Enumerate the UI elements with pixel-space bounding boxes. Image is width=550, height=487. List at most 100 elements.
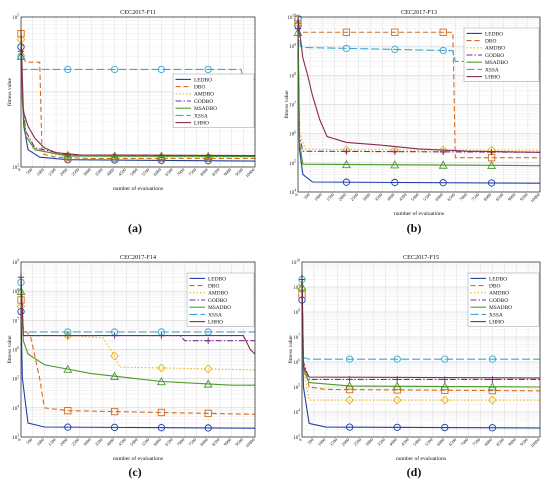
series-xssa-marker	[439, 46, 447, 55]
series-godbo-marker	[205, 337, 212, 344]
chart-panel-1: 0 500 1000 1500 2000 2500 3000 3500 4000 4500 5000…	[6, 9, 256, 192]
series-amdbo-marker	[345, 395, 355, 405]
series-godbo-marker	[391, 148, 398, 155]
x-tick-label: 4500	[400, 437, 410, 447]
series-msadbo-line	[20, 291, 255, 386]
series-godbo-marker	[343, 148, 350, 155]
y-tick-label: 106	[293, 359, 300, 366]
x-tick-label: 9000	[223, 437, 233, 447]
y-tick-label: 107	[12, 317, 19, 324]
y-tick-label: 104	[293, 409, 300, 416]
chart-title: CEC2017-F14	[120, 254, 156, 261]
y-axis-label: fitness value	[283, 90, 290, 119]
series-ledbo-marker	[342, 178, 351, 186]
series-msadbo-marker	[390, 160, 400, 169]
x-tick-label: 6000	[152, 437, 162, 447]
series-xssa-marker	[157, 65, 166, 74]
series-amdbo-marker	[156, 363, 166, 373]
series-msadbo-marker	[438, 160, 448, 169]
legend-item-msadbo: MSADBO	[489, 305, 512, 311]
series-ledbo-marker	[64, 423, 72, 431]
x-tick-label: 7000	[176, 167, 186, 177]
series-amdbo-line	[301, 289, 540, 401]
x-tick-label: 2000	[337, 192, 347, 202]
series-msadbo-marker	[156, 376, 166, 386]
x-tick-label: 5500	[141, 167, 151, 177]
legend-item-xssa: XSSA	[194, 113, 208, 119]
x-tick-label: 4000	[106, 437, 116, 447]
series-msadbo-marker	[156, 151, 166, 160]
series-dbo-line	[20, 299, 256, 415]
y-tick-label: 103	[12, 164, 19, 171]
chart-title: CEC2017-F11	[120, 9, 156, 16]
series-msadbo-marker	[440, 381, 450, 391]
series-dbo-marker	[391, 28, 399, 36]
series-xssa-marker	[441, 355, 449, 363]
x-tick-label: 4000	[388, 437, 398, 447]
x-tick-label: 6500	[446, 192, 456, 202]
series-xssa-marker	[342, 44, 351, 53]
series-lhho-line	[301, 275, 541, 379]
series-xssa-marker	[110, 65, 119, 74]
legend-box	[463, 27, 540, 82]
series-ledbo-marker	[391, 178, 399, 187]
x-tick-label: 9000	[507, 437, 517, 447]
legend-item-lhho: LHHO	[489, 320, 504, 326]
x-tick-label: 8500	[495, 437, 505, 447]
legend-item-msadbo: MSADBO	[194, 106, 217, 112]
panel-label: (d)	[407, 465, 422, 479]
series-group	[16, 274, 256, 432]
series-msadbo-marker	[392, 381, 402, 390]
x-tick-label: 2500	[349, 192, 359, 202]
y-tick-label: 108	[12, 288, 19, 295]
x-tick-label: 7000	[458, 192, 468, 202]
x-axis-label: number of evaluations	[396, 455, 446, 462]
x-tick-label: 8000	[199, 167, 209, 177]
y-tick-label: 103	[293, 434, 300, 441]
y-tick-label: 108	[289, 72, 296, 79]
x-tick-label: 2500	[352, 437, 362, 447]
y-axis-label: fitness value	[6, 77, 13, 106]
axes-frame	[20, 261, 256, 438]
y-tick-label: 104	[289, 189, 296, 196]
x-tick-label: 1000	[317, 437, 327, 447]
legend-item-amdbo: AMDBO	[485, 46, 505, 52]
legend-item-xssa: XSSA	[485, 67, 499, 73]
x-tick-label: 3000	[362, 192, 372, 202]
x-tick-label: 6500	[448, 437, 458, 447]
legend-item-xssa: XSSA	[489, 312, 503, 318]
series-dbo-marker	[110, 407, 119, 416]
x-tick-label: 2500	[70, 167, 80, 177]
chart-panel-3: 0 500 1000 1500 2000 2500 3000 3500 4000 4500 5000…	[6, 254, 256, 462]
y-tick-label: 109	[293, 284, 300, 291]
y-tick-label: 1010	[291, 259, 300, 266]
legend-box	[172, 73, 255, 128]
y-tick-label: 106	[289, 130, 296, 137]
series-dbo-marker	[342, 28, 351, 36]
x-tick-label: 5000	[412, 437, 422, 447]
series-xssa-marker	[345, 355, 354, 363]
x-axis-label: number of evaluations	[394, 210, 444, 217]
legend-item-godbo: GODBO	[194, 99, 213, 105]
x-tick-label: 9500	[234, 437, 244, 447]
legend-item-ledbo: LEDBO	[208, 276, 226, 282]
x-tick-label: 3000	[82, 167, 92, 177]
x-tick-label: 8000	[199, 437, 209, 447]
series-amdbo-marker	[440, 395, 450, 405]
x-tick-label: 5000	[410, 192, 420, 202]
legend-item-msadbo: MSADBO	[208, 305, 231, 311]
y-tick-label: 109	[12, 259, 19, 266]
chart-panel-4: 0 500 1000 1500 2000 2500 3000 3500 4000 4500 5000…	[287, 254, 541, 462]
legend-item-lhho: LHHO	[485, 75, 500, 81]
x-tick-label: 0	[17, 437, 23, 443]
legend-item-ledbo: LEDBO	[485, 31, 503, 37]
x-tick-label: 10000	[529, 192, 541, 204]
x-tick-label: 7500	[187, 437, 197, 447]
legend-item-godbo: GODBO	[489, 298, 508, 304]
series-msadbo-line	[20, 56, 256, 158]
chart-title: CEC2017-F13	[401, 9, 437, 16]
series-ledbo-marker	[110, 423, 119, 432]
x-tick-label: 0	[298, 437, 304, 443]
x-tick-label: 4500	[398, 192, 408, 202]
